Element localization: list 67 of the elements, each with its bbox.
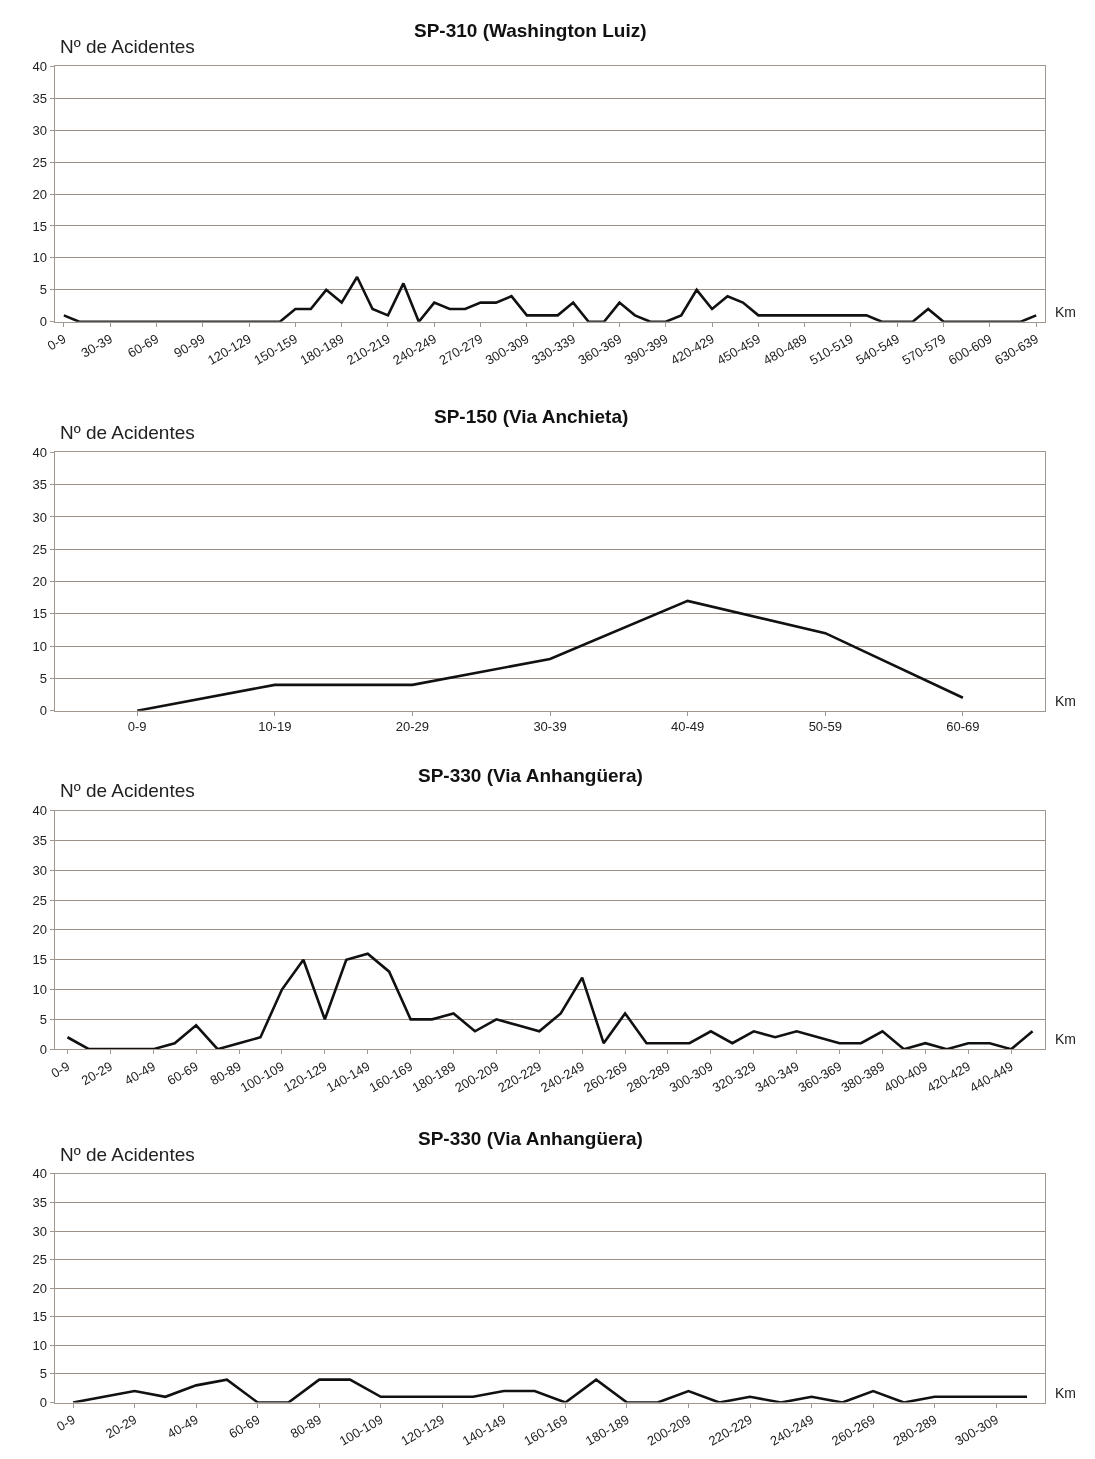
y-tick-label: 15 [32, 1309, 47, 1325]
line-series [66, 952, 1034, 1050]
y-tick-label: 15 [32, 606, 47, 622]
y-tick-label: 30 [32, 122, 47, 138]
x-tick-label: 40-49 [164, 1411, 201, 1442]
y-tick-label: 30 [32, 509, 47, 525]
y-tick-label: 0 [39, 314, 47, 330]
y-tick-label: 30 [32, 1223, 47, 1239]
x-tick-label: 30-39 [78, 331, 115, 361]
y-tick-label: 25 [32, 541, 47, 557]
x-tick-label: 60-69 [124, 331, 162, 361]
x-axis-title: Km [1055, 1031, 1076, 1047]
y-tick-label: 40 [32, 444, 47, 460]
x-tick-label: 0-9 [127, 719, 147, 735]
y-tick-label: 35 [32, 833, 47, 849]
y-tick-label: 10 [32, 1337, 47, 1353]
y-axis-title: Nº de Acidentes [60, 36, 195, 57]
y-tick-label: 30 [32, 862, 47, 878]
y-tick-label: 25 [32, 154, 47, 170]
x-tick-label: 50-59 [808, 719, 842, 735]
x-axis-title: Km [1055, 693, 1076, 709]
x-tick-label: 90-99 [171, 331, 208, 361]
y-axis-title: Nº de Acidentes [60, 422, 195, 443]
line-series [62, 275, 1038, 322]
x-tick-label: 60-69 [946, 719, 980, 735]
y-axis-title: Nº de Acidentes [60, 780, 195, 801]
x-tick-label: 30-39 [533, 719, 567, 735]
x-tick-label: 0-9 [54, 1411, 78, 1435]
x-tick-label: 40-49 [671, 719, 705, 735]
chart-title: SP-330 (Via Anhangüera) [418, 765, 643, 786]
y-tick-label: 25 [32, 1252, 47, 1268]
x-tick-label: 0-9 [48, 1058, 73, 1081]
y-tick-label: 0 [39, 1395, 47, 1411]
y-tick-label: 10 [32, 982, 47, 998]
x-axis-title: Km [1055, 304, 1076, 320]
y-tick-label: 40 [32, 803, 47, 819]
y-tick-label: 20 [32, 1280, 47, 1296]
y-tick-label: 5 [39, 1366, 47, 1382]
y-axis-title: Nº de Acidentes [60, 1144, 195, 1165]
x-tick-label: 10-19 [258, 719, 292, 735]
y-tick-label: 5 [39, 282, 47, 298]
y-tick-label: 35 [32, 477, 47, 493]
y-tick-label: 5 [39, 1011, 47, 1027]
x-axis-title: Km [1055, 1385, 1076, 1401]
y-tick-label: 5 [39, 670, 47, 686]
x-tick-label: 0-9 [44, 331, 69, 354]
chart-title: SP-150 (Via Anchieta) [434, 406, 629, 427]
x-tick-label: 40-49 [121, 1058, 158, 1089]
y-tick-label: 20 [32, 922, 47, 938]
y-tick-label: 20 [32, 186, 47, 202]
chart-title: SP-330 (Via Anhangüera) [418, 1128, 643, 1149]
y-tick-label: 25 [32, 892, 47, 908]
x-tick-label: 20-29 [395, 719, 430, 735]
y-tick-label: 40 [32, 58, 47, 74]
y-tick-label: 10 [32, 250, 47, 266]
line-series [71, 1378, 1029, 1403]
y-tick-label: 35 [32, 1195, 47, 1211]
y-tick-label: 10 [32, 638, 47, 654]
chart-title: SP-310 (Washington Luiz) [414, 20, 647, 41]
y-tick-label: 15 [32, 952, 47, 968]
y-tick-label: 20 [32, 574, 47, 590]
y-tick-label: 15 [32, 218, 47, 234]
y-tick-label: 0 [39, 703, 47, 719]
line-series [135, 599, 965, 711]
y-tick-label: 35 [32, 90, 47, 106]
y-tick-label: 40 [32, 1166, 47, 1182]
y-tick-label: 0 [39, 1041, 47, 1057]
